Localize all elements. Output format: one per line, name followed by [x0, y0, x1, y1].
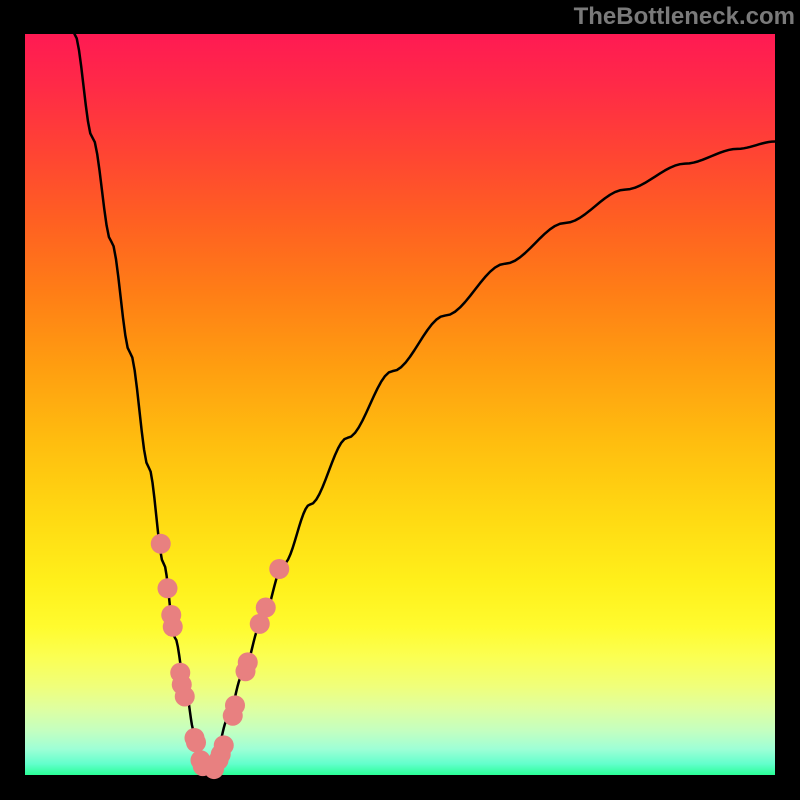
curve-marker [158, 578, 178, 598]
curve-marker [214, 735, 234, 755]
curve-marker [269, 559, 289, 579]
curve-marker [175, 686, 195, 706]
chart-canvas: TheBottleneck.com [0, 0, 800, 800]
curve-marker [256, 598, 276, 618]
curve-marker [238, 652, 258, 672]
curve-marker [186, 732, 206, 752]
bottleneck-curve-chart: TheBottleneck.com [0, 0, 800, 800]
plot-gradient-background [25, 34, 775, 775]
curve-marker [151, 534, 171, 554]
curve-marker [163, 617, 183, 637]
watermark-text: TheBottleneck.com [574, 3, 795, 30]
curve-marker [225, 695, 245, 715]
